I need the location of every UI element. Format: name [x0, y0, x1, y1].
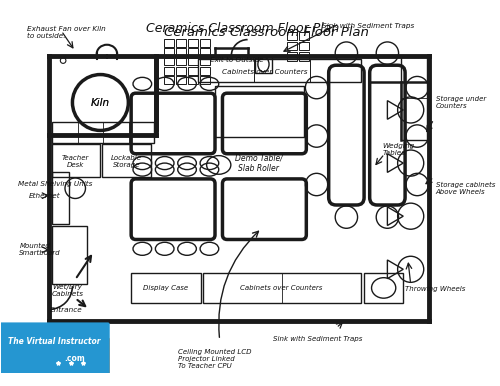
Text: Storage cabinets
Above Wheels: Storage cabinets Above Wheels — [436, 182, 495, 195]
Bar — [164, 39, 174, 47]
Text: Exhaust Fan over Kiln
to outside.: Exhaust Fan over Kiln to outside. — [27, 26, 106, 39]
Bar — [176, 58, 186, 65]
Text: Storage under
Counters: Storage under Counters — [436, 96, 486, 109]
Text: Teacher
Desk: Teacher Desk — [62, 155, 89, 168]
Bar — [52, 122, 154, 142]
Bar — [287, 32, 297, 40]
Text: Lockable
Storage: Lockable Storage — [111, 155, 142, 168]
Text: Metal Shelving Units: Metal Shelving Units — [18, 181, 92, 186]
Bar — [52, 173, 68, 223]
Bar — [188, 58, 198, 65]
Text: Exit to Outside: Exit to Outside — [210, 57, 264, 63]
Bar — [203, 273, 362, 303]
Text: Throwing Wheels: Throwing Wheels — [405, 286, 466, 292]
Text: Ceramics Classroom Floor Plan: Ceramics Classroom Floor Plan — [146, 22, 340, 36]
Text: Wedging
Tables: Wedging Tables — [382, 142, 415, 156]
Bar — [176, 67, 186, 74]
Bar — [287, 52, 297, 61]
Bar — [200, 67, 210, 74]
Text: Cabinets over Counters: Cabinets over Counters — [240, 285, 322, 291]
Bar — [102, 144, 150, 177]
Bar — [164, 49, 174, 56]
Bar — [402, 56, 426, 140]
Bar — [176, 49, 186, 56]
Bar — [164, 58, 174, 65]
Text: Ceramics Classroom Floor Plan: Ceramics Classroom Floor Plan — [164, 26, 368, 39]
Bar — [200, 76, 210, 84]
Bar — [176, 39, 186, 47]
Text: Ceiling Mounted LCD
Projector Linked
To Teacher CPU: Ceiling Mounted LCD Projector Linked To … — [178, 349, 251, 369]
Bar — [200, 39, 210, 47]
Text: Sink with Sediment Traps: Sink with Sediment Traps — [322, 23, 414, 29]
FancyBboxPatch shape — [0, 322, 110, 374]
Bar — [215, 86, 304, 137]
Bar — [164, 67, 174, 74]
Text: Sink with Sediment Traps: Sink with Sediment Traps — [273, 335, 362, 342]
Text: Ethernet: Ethernet — [28, 193, 60, 199]
Bar — [164, 76, 174, 84]
Bar — [131, 273, 201, 303]
Bar — [52, 227, 88, 284]
Text: Kiln: Kiln — [91, 98, 110, 108]
Text: The Virtual Instructor: The Virtual Instructor — [8, 337, 100, 346]
Bar — [198, 59, 362, 82]
Text: Wet/Dry
Cabinets: Wet/Dry Cabinets — [52, 284, 84, 297]
Bar — [188, 76, 198, 84]
Text: Demo Table/
Slab Roller: Demo Table/ Slab Roller — [235, 153, 282, 173]
Text: Entrance: Entrance — [50, 307, 82, 313]
Text: Kiln: Kiln — [91, 98, 110, 108]
Text: .com: .com — [64, 354, 85, 363]
Text: Display Case: Display Case — [143, 285, 188, 291]
Text: Cabinets over Counters: Cabinets over Counters — [222, 69, 307, 75]
FancyBboxPatch shape — [50, 337, 110, 374]
Bar — [299, 52, 309, 61]
Bar — [188, 39, 198, 47]
Bar — [176, 76, 186, 84]
Bar — [200, 58, 210, 65]
Bar — [364, 273, 403, 303]
Bar — [299, 32, 309, 40]
Bar — [52, 144, 100, 177]
Bar — [299, 42, 309, 50]
Text: Mounted
Smartboard: Mounted Smartboard — [20, 243, 61, 256]
Bar — [255, 56, 272, 73]
Bar — [188, 67, 198, 74]
Bar — [188, 49, 198, 56]
Bar — [287, 42, 297, 50]
Bar — [200, 49, 210, 56]
